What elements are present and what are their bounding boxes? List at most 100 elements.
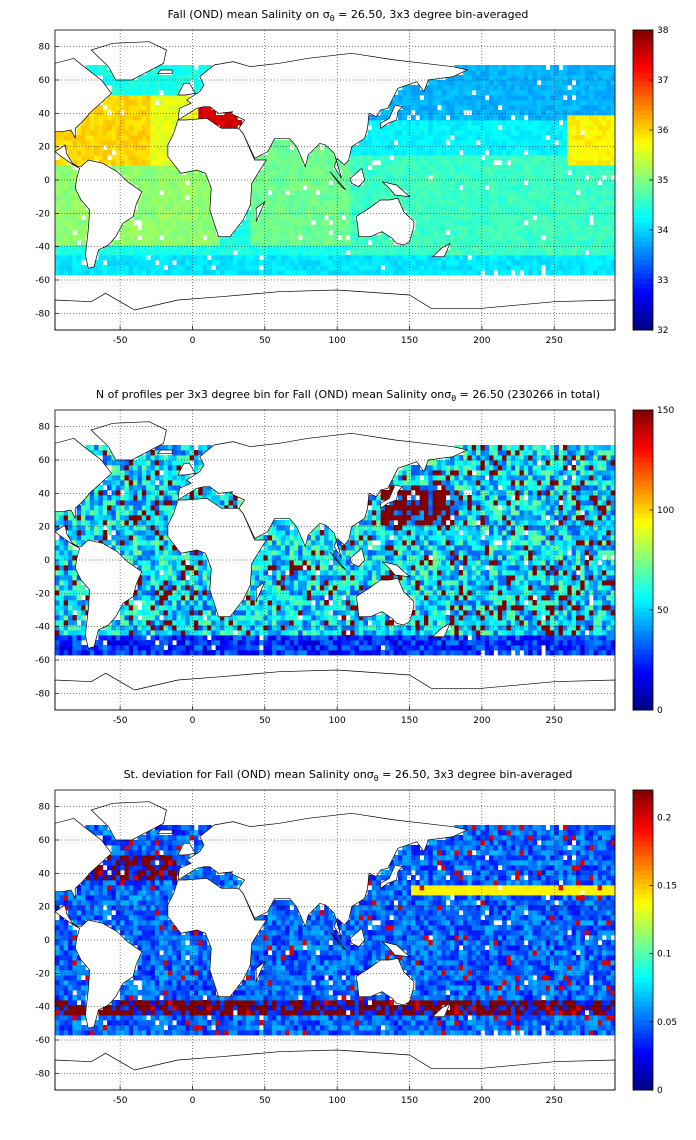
- heatmap-cell: [159, 630, 164, 636]
- heatmap-cell: [419, 160, 425, 166]
- heatmap-cell: [480, 195, 486, 201]
- heatmap-cell: [319, 645, 325, 651]
- heatmap-cell: [332, 640, 338, 646]
- heatmap-cell: [419, 220, 425, 226]
- heatmap-cell: [562, 75, 568, 81]
- heatmap-cell: [532, 235, 538, 241]
- heatmap-cell: [150, 80, 156, 86]
- heatmap-cell: [254, 245, 260, 251]
- heatmap-cell: [358, 270, 364, 276]
- heatmap-cell: [306, 235, 312, 241]
- heatmap-cell: [272, 635, 277, 641]
- heatmap-cell: [267, 170, 273, 176]
- heatmap-cell: [428, 245, 434, 251]
- heatmap-cell: [423, 620, 429, 626]
- heatmap-cell: [463, 240, 468, 246]
- heatmap-cell: [510, 145, 516, 151]
- heatmap-cell: [332, 185, 338, 191]
- heatmap-cell: [389, 165, 395, 171]
- heatmap-cell: [493, 165, 499, 171]
- heatmap-cell: [458, 80, 464, 86]
- heatmap-cell: [536, 195, 542, 201]
- heatmap-cell: [302, 220, 308, 226]
- heatmap-cell: [198, 215, 203, 221]
- heatmap-cell: [272, 235, 277, 241]
- heatmap-cell: [81, 620, 86, 626]
- heatmap-cell: [371, 145, 377, 151]
- heatmap-cell: [363, 235, 368, 241]
- heatmap-cell: [506, 195, 512, 201]
- heatmap-cell: [450, 645, 455, 651]
- heatmap-cell: [489, 255, 494, 261]
- heatmap-cell: [337, 210, 342, 216]
- heatmap-cell: [445, 630, 451, 636]
- heatmap-cell: [515, 215, 520, 221]
- heatmap-cell: [172, 225, 177, 231]
- heatmap-cell: [332, 190, 338, 196]
- heatmap-cell: [267, 245, 273, 251]
- heatmap-cell: [250, 630, 256, 636]
- heatmap-cell: [376, 130, 381, 136]
- heatmap-cell: [489, 120, 494, 126]
- heatmap-cell: [193, 625, 199, 631]
- heatmap-cell: [345, 255, 351, 261]
- heatmap-cell: [367, 645, 373, 651]
- heatmap-cell: [393, 180, 399, 186]
- colorbar-swatch: [633, 180, 653, 186]
- heatmap-cell: [189, 265, 195, 271]
- heatmap-cell: [567, 215, 572, 221]
- heatmap-cell: [198, 195, 203, 201]
- heatmap-cell: [159, 125, 164, 131]
- heatmap-cell: [272, 145, 277, 151]
- heatmap-cell: [528, 85, 533, 91]
- heatmap-cell: [541, 165, 546, 171]
- heatmap-cell: [454, 145, 460, 151]
- heatmap-cell: [606, 200, 612, 206]
- heatmap-cell: [510, 140, 516, 146]
- heatmap-cell: [185, 80, 190, 86]
- heatmap-cell: [276, 235, 282, 241]
- heatmap-cell: [167, 615, 173, 621]
- heatmap-cell: [450, 75, 455, 81]
- heatmap-cell: [367, 115, 373, 121]
- heatmap-cell: [193, 170, 199, 176]
- heatmap-cell: [246, 270, 251, 276]
- heatmap-cell: [580, 160, 586, 166]
- heatmap-cell: [285, 260, 290, 266]
- heatmap-cell: [506, 615, 512, 621]
- heatmap-cell: [276, 185, 282, 191]
- heatmap-cell: [241, 230, 247, 236]
- heatmap-cell: [419, 175, 425, 181]
- heatmap-cell: [467, 180, 473, 186]
- heatmap-cell: [363, 620, 368, 626]
- heatmap-cell: [380, 630, 386, 636]
- heatmap-cell: [593, 185, 599, 191]
- heatmap-cell: [315, 150, 321, 156]
- heatmap-cell: [588, 250, 594, 256]
- heatmap-cell: [332, 220, 338, 226]
- heatmap-cell: [575, 650, 581, 656]
- heatmap-cell: [137, 75, 143, 81]
- heatmap-cell: [467, 120, 473, 126]
- heatmap-cell: [571, 615, 577, 621]
- heatmap-cell: [120, 615, 125, 621]
- heatmap-cell: [350, 195, 355, 201]
- heatmap-cell: [137, 90, 143, 96]
- heatmap-cell: [285, 635, 290, 641]
- heatmap-cell: [467, 640, 473, 646]
- heatmap-cell: [476, 165, 481, 171]
- heatmap-cell: [528, 620, 533, 626]
- heatmap-cell: [532, 105, 538, 111]
- heatmap-cell: [137, 635, 143, 641]
- heatmap-cell: [172, 175, 177, 181]
- heatmap-cell: [493, 95, 499, 101]
- heatmap-cell: [159, 205, 164, 211]
- heatmap-cell: [228, 115, 234, 121]
- heatmap-cell: [402, 260, 408, 266]
- heatmap-cell: [419, 165, 425, 171]
- heatmap-cell: [463, 640, 468, 646]
- heatmap-cell: [176, 230, 182, 236]
- heatmap-cell: [515, 270, 520, 276]
- heatmap-cell: [410, 230, 416, 236]
- heatmap-cell: [402, 105, 408, 111]
